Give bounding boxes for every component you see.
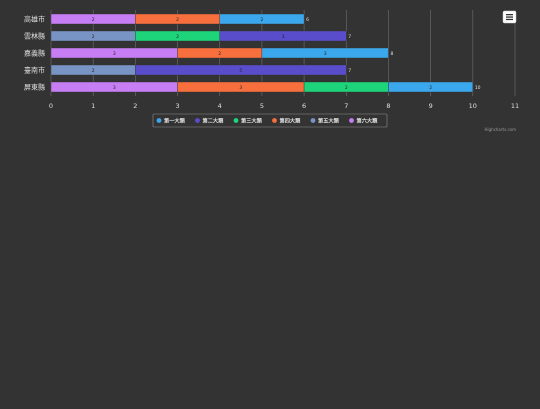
x-tick-label: 0 [49,102,53,110]
legend-item[interactable]: 第四大類 [272,117,301,125]
stack-total-label: 7 [348,34,351,40]
legend-item[interactable]: 第三大類 [233,117,263,125]
legend-label: 第五大類 [318,117,340,125]
bar-segment[interactable] [219,13,305,25]
x-tick-label: 2 [133,102,137,110]
legend-item[interactable]: 第一大類 [156,117,186,125]
data-label: 2 [92,68,95,74]
category-label: 高雄市 [24,15,45,24]
legend-marker [272,118,277,123]
x-tick-label: 7 [344,102,348,110]
data-label: 2 [429,85,432,91]
data-label: 3 [324,51,327,57]
bars: 2 2 2 6 2 2 3 7 3 2 3 8 2 5 7 3 3 2 2 10 [50,13,481,93]
legend-marker [310,118,316,123]
hamburger-menu-icon[interactable] [502,10,517,24]
legend-marker [156,118,162,123]
legend-label: 第一大類 [164,117,186,125]
bar-segment[interactable] [388,81,474,93]
bar-segment[interactable] [219,30,347,42]
category-label: 臺南市 [24,66,45,75]
data-label: 2 [345,85,348,91]
value-axis: 0 1 2 3 4 5 6 7 8 9 10 11 [49,102,519,110]
legend-item[interactable]: 第二大類 [195,117,224,125]
x-tick-label: 10 [469,102,477,110]
x-tick-label: 9 [429,102,433,110]
bar-segment[interactable] [261,47,389,59]
category-label: 屏東縣 [24,83,45,92]
stack-total-label: 8 [390,51,393,57]
data-label: 5 [239,68,242,74]
category-label: 雲林縣 [24,32,45,41]
data-label: 3 [113,85,116,91]
data-label: 3 [282,34,285,40]
legend-marker [195,118,200,123]
data-label: 2 [218,51,221,57]
x-tick-label: 3 [175,102,179,110]
legend: 第一大類 第二大類 第三大類 第四大類 第五大類 第六大類 [152,113,388,128]
credits-text[interactable]: Highcharts.com [485,127,517,132]
data-label: 2 [176,34,179,40]
x-tick-label: 6 [302,102,306,110]
stack-total-label: 10 [475,85,481,91]
x-tick-label: 4 [218,102,222,110]
legend-box [152,113,388,128]
x-tick-label: 8 [386,102,390,110]
legend-label: 第二大類 [203,117,225,125]
legend-label: 第六大類 [357,117,379,125]
bar-segment[interactable] [135,64,347,76]
legend-item[interactable]: 第五大類 [310,117,340,125]
stack-total-label: 7 [348,68,351,74]
legend-marker [233,118,239,123]
category-label: 嘉義縣 [24,49,45,58]
data-label: 3 [239,85,242,91]
data-label: 3 [113,51,116,57]
data-label: 2 [92,17,95,23]
data-label: 2 [176,17,179,23]
x-tick-label: 5 [260,102,264,110]
legend-marker [349,118,354,123]
data-label: 2 [260,17,263,23]
legend-label: 第四大類 [280,117,302,125]
legend-item[interactable]: 第六大類 [349,117,378,125]
data-label: 2 [92,34,95,40]
legend-label: 第三大類 [241,117,263,125]
x-tick-label: 11 [511,102,519,110]
stack-total-label: 6 [306,17,309,23]
x-tick-label: 1 [91,102,95,110]
